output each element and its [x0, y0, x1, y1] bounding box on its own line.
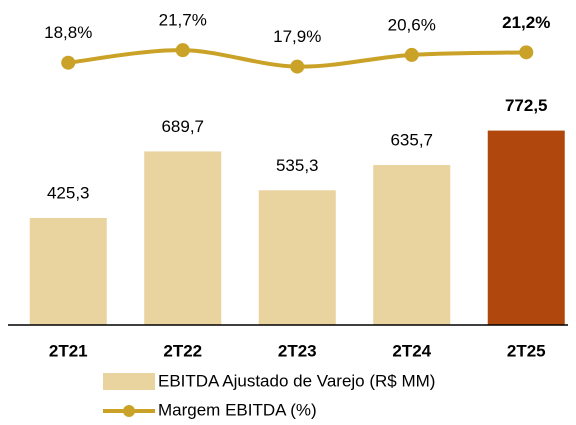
- x-tick-label: 2T22: [163, 341, 202, 360]
- x-tick-label: 2T25: [507, 341, 546, 360]
- bar-value-label: 689,7: [161, 117, 204, 136]
- bar-value-label: 635,7: [390, 130, 433, 149]
- legend-swatch: [103, 373, 155, 390]
- bar-value-label: 772,5: [505, 96, 548, 115]
- legend-label: Margem EBITDA (%): [158, 400, 317, 419]
- legend-label: EBITDA Ajustado de Varejo (R$ MM): [158, 371, 435, 390]
- bar-value-label: 425,3: [47, 183, 90, 202]
- x-tick-label: 2T21: [49, 341, 88, 360]
- line-value-label: 21,2%: [502, 13, 550, 32]
- line-value-label: 18,8%: [44, 23, 92, 42]
- line-marker: [175, 43, 190, 58]
- x-tick-label: 2T24: [392, 341, 431, 360]
- bar: [258, 190, 336, 325]
- line-value-label: 17,9%: [273, 27, 321, 46]
- bar: [487, 130, 565, 325]
- bar: [373, 165, 451, 325]
- line-value-label: 21,7%: [159, 11, 207, 30]
- line-marker: [290, 59, 305, 74]
- x-tick-label: 2T23: [278, 341, 317, 360]
- bar: [29, 217, 107, 325]
- line-marker: [61, 55, 76, 70]
- legend-marker: [123, 405, 135, 417]
- bar: [144, 151, 222, 325]
- line-marker: [519, 45, 534, 60]
- line-value-label: 20,6%: [388, 15, 436, 34]
- line-marker: [404, 47, 419, 62]
- bar-value-label: 535,3: [276, 156, 319, 175]
